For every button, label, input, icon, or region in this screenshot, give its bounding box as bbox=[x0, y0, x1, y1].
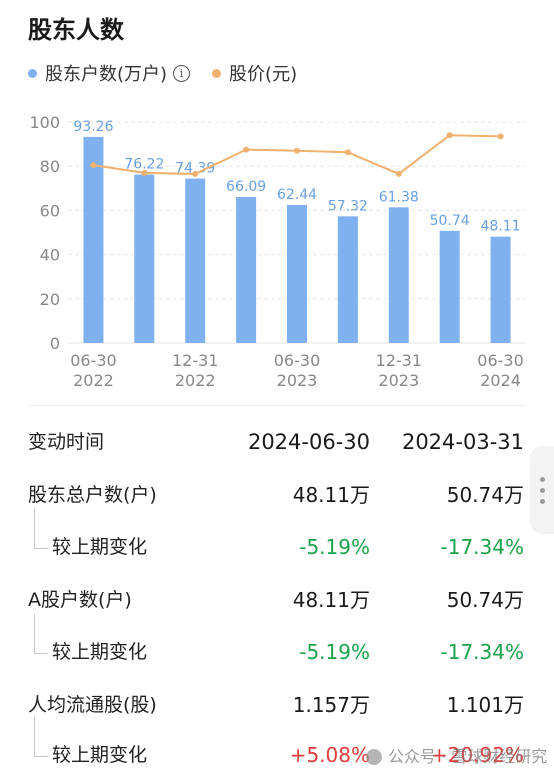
row-label: 较上期变化 bbox=[52, 641, 148, 663]
y-tick-label: 20 bbox=[40, 290, 60, 309]
legend-label-price: 股价(元) bbox=[229, 64, 298, 85]
y-tick-label: 0 bbox=[50, 334, 60, 353]
row-label: A股户数(户) bbox=[28, 589, 132, 611]
x-tick-label: 12-31 bbox=[376, 351, 423, 370]
x-tick-label: 2023 bbox=[277, 371, 318, 390]
header-label: 变动时间 bbox=[28, 431, 105, 453]
price-point bbox=[294, 147, 300, 154]
table-row: 人均流通股(股) 1.157万 1.101万 bbox=[0, 681, 554, 729]
data-label: 62.44 bbox=[277, 187, 317, 203]
row-value-col2: -17.34% bbox=[440, 640, 524, 664]
price-point bbox=[243, 146, 250, 153]
row-value-col2: +20.92% bbox=[430, 743, 524, 767]
table-row: A股户数(户) 48.11万 50.74万 bbox=[0, 576, 554, 624]
data-label: 61.38 bbox=[379, 189, 419, 205]
bar bbox=[287, 205, 307, 343]
bar bbox=[439, 230, 460, 343]
bar bbox=[236, 196, 257, 343]
table-row: 较上期变化 -5.19% -17.34% bbox=[0, 509, 554, 571]
table-header-row: 变动时间 2024-06-30 2024-03-31 bbox=[0, 418, 554, 466]
row-value-col1: -5.19% bbox=[299, 640, 370, 664]
bar bbox=[388, 207, 409, 343]
data-label: 66.09 bbox=[226, 179, 266, 195]
row-label: 较上期变化 bbox=[52, 536, 148, 558]
table-row: 股东总户数(户) 48.11万 50.74万 bbox=[0, 471, 554, 519]
data-label: 74.39 bbox=[175, 161, 215, 177]
row-value-col2: 1.101万 bbox=[446, 693, 524, 717]
dot-icon bbox=[539, 487, 545, 493]
divider bbox=[28, 405, 526, 406]
row-value-col1: +5.08% bbox=[289, 743, 370, 767]
data-label: 57.32 bbox=[328, 198, 368, 214]
price-point bbox=[497, 133, 504, 140]
x-tick-label: 06-30 bbox=[274, 351, 321, 370]
side-menu-handle[interactable] bbox=[530, 446, 554, 534]
row-value-col1: 48.11万 bbox=[292, 483, 370, 507]
data-label: 48.11 bbox=[481, 219, 521, 235]
watermark: 公众号 · 雪球财经研究 bbox=[366, 744, 547, 770]
y-tick-label: 100 bbox=[29, 113, 60, 132]
bar bbox=[83, 136, 104, 343]
header-col2[interactable]: 2024-03-31 bbox=[401, 430, 524, 454]
legend-dot-blue-icon bbox=[28, 68, 37, 78]
row-value-col1: -5.19% bbox=[299, 535, 370, 559]
price-point bbox=[192, 170, 199, 177]
row-value-col1: 1.157万 bbox=[292, 693, 370, 717]
x-tick-label: 12-31 bbox=[172, 351, 219, 370]
y-tick-label: 60 bbox=[40, 201, 60, 220]
shareholder-table: 变动时间 2024-06-30 2024-03-31 股东总户数(户) 48.1… bbox=[0, 418, 554, 778]
legend-label-holders: 股东户数(万户) bbox=[45, 64, 168, 85]
price-point bbox=[344, 149, 351, 156]
x-tick-label: 2024 bbox=[480, 371, 521, 390]
shareholder-chart: 100 80 60 40 20 0 93.26 76.22 74.39 66.09 62.44 57.… bbox=[29, 113, 526, 390]
chart-legend: 股东户数(万户) i 股价(元) bbox=[28, 60, 319, 86]
price-point bbox=[446, 132, 453, 139]
x-tick-label: 2022 bbox=[73, 371, 114, 390]
price-point bbox=[90, 162, 97, 169]
price-point bbox=[141, 169, 148, 176]
row-label: 股东总户数(户) bbox=[28, 484, 157, 506]
header-col1[interactable]: 2024-06-30 bbox=[247, 430, 370, 454]
wechat-icon bbox=[366, 749, 382, 765]
legend-item-price[interactable]: 股价(元) bbox=[212, 60, 297, 86]
bar bbox=[337, 216, 358, 343]
dot-icon bbox=[539, 476, 545, 482]
watermark-text: 公众号 · 雪球财经研究 bbox=[388, 747, 548, 766]
legend-dot-orange-icon bbox=[212, 68, 222, 78]
y-tick-label: 40 bbox=[40, 246, 60, 265]
row-value-col2: 50.74万 bbox=[446, 483, 524, 507]
data-label: 93.26 bbox=[73, 119, 113, 135]
tree-connector bbox=[34, 509, 48, 549]
tree-connector bbox=[34, 614, 48, 654]
row-value-col2: -17.34% bbox=[440, 535, 524, 559]
x-tick-label: 06-30 bbox=[70, 351, 117, 370]
tree-connector bbox=[34, 717, 48, 757]
bar bbox=[490, 236, 511, 343]
row-value-col2: 50.74万 bbox=[446, 588, 524, 612]
x-tick-label: 06-30 bbox=[477, 351, 524, 370]
x-tick-label: 2023 bbox=[378, 371, 419, 390]
info-icon[interactable]: i bbox=[173, 64, 191, 82]
bar bbox=[134, 174, 155, 343]
data-label: 50.74 bbox=[430, 213, 470, 229]
bar bbox=[185, 178, 206, 343]
row-value-col1: 48.11万 bbox=[292, 588, 370, 612]
dot-icon bbox=[539, 498, 545, 504]
price-point bbox=[395, 170, 402, 177]
table-row: 较上期变化 -5.19% -17.34% bbox=[0, 614, 554, 676]
y-tick-label: 80 bbox=[40, 157, 60, 176]
page-title: 股东人数 bbox=[28, 16, 124, 44]
row-label: 较上期变化 bbox=[52, 744, 148, 766]
row-label: 人均流通股(股) bbox=[28, 694, 157, 716]
x-tick-label: 2022 bbox=[175, 371, 216, 390]
legend-item-holders[interactable]: 股东户数(万户) i bbox=[28, 60, 191, 86]
table-row: 较上期变化 +5.08% +20.92% bbox=[0, 717, 554, 778]
data-label: 76.22 bbox=[124, 157, 164, 173]
